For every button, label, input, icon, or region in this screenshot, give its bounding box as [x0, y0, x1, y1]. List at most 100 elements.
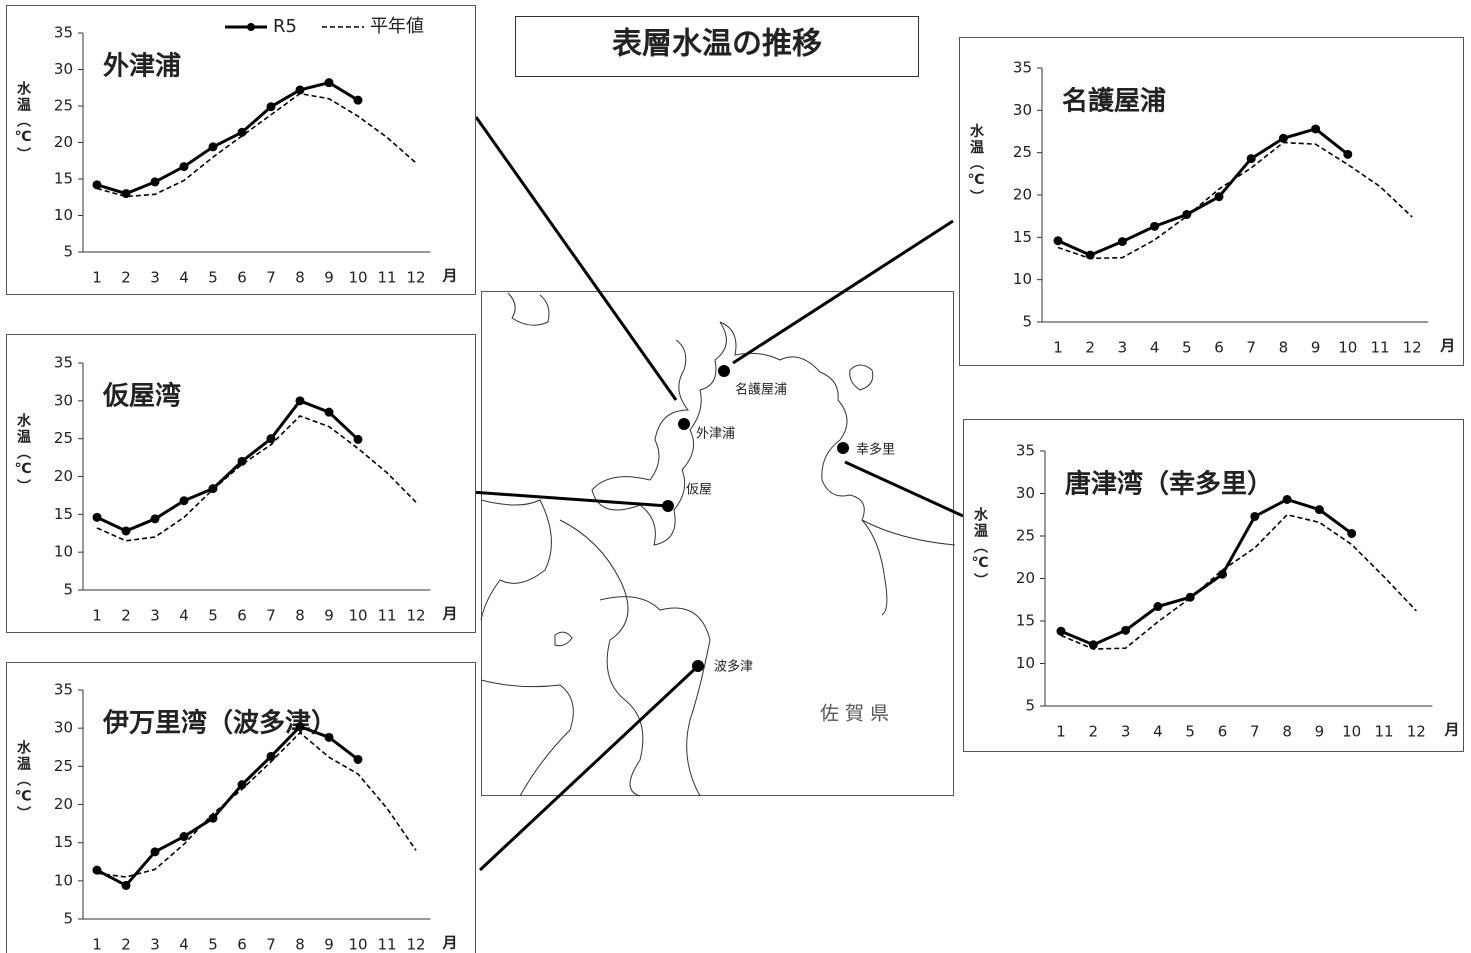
point: [1056, 626, 1066, 636]
x-tick-label: 6: [237, 607, 247, 625]
line-normal: [1060, 513, 1417, 650]
y-axis-label: 水温（℃）: [14, 80, 32, 163]
y-tick-label: 5: [63, 910, 73, 928]
x-tick-label: 10: [348, 607, 367, 625]
point: [1121, 625, 1131, 635]
point: [237, 127, 247, 137]
point: [121, 880, 131, 890]
x-tick-label: 9: [1315, 723, 1325, 741]
y-tick-label: 25: [54, 97, 73, 115]
panel-frame: [6, 5, 476, 295]
point: [1246, 154, 1256, 164]
point: [150, 847, 160, 857]
y-tick-label: 30: [1013, 101, 1032, 119]
point: [1278, 133, 1288, 143]
chart-title: 唐津湾（幸多里）: [1065, 469, 1273, 500]
x-tick-label: 1: [92, 607, 102, 625]
y-tick-label: 10: [1016, 654, 1035, 672]
point: [237, 780, 247, 790]
chart-title: 名護屋浦: [1062, 86, 1166, 117]
point: [266, 751, 276, 761]
y-tick-label: 35: [1013, 59, 1032, 77]
point: [1153, 602, 1163, 612]
line-normal: [96, 415, 417, 542]
x-tick-label: 4: [179, 936, 189, 953]
site-dot: [678, 418, 690, 430]
point: [150, 177, 160, 187]
x-tick-label: 6: [237, 269, 247, 287]
map: 名護屋浦 外津浦 仮屋 幸多里 波多津 佐 賀 県: [470, 116, 964, 872]
y-tick-label: 10: [54, 206, 73, 224]
x-tick-label: 4: [179, 607, 189, 625]
point: [92, 512, 102, 522]
x-tick-label: 8: [1282, 723, 1292, 741]
title-box: [515, 16, 919, 77]
y-tick-label: 15: [1013, 228, 1032, 246]
x-tick-label: 3: [1118, 339, 1128, 357]
point: [92, 180, 102, 190]
x-tick-label: 4: [1153, 723, 1163, 741]
place-label: 幸多里: [856, 442, 895, 458]
line-r5: [1060, 497, 1353, 647]
x-tick-label: 8: [295, 936, 305, 953]
coastline: [480, 292, 956, 797]
y-tick-label: 20: [1013, 186, 1032, 204]
y-tick-label: 5: [63, 243, 73, 261]
connector: [732, 219, 954, 365]
x-tick-label: 1: [1053, 339, 1063, 357]
y-tick-label: 15: [1016, 612, 1035, 630]
x-tick-label: 10: [1338, 339, 1357, 357]
connector: [470, 490, 669, 508]
point: [353, 754, 363, 764]
point: [179, 496, 189, 506]
point: [92, 865, 102, 875]
y-tick-label: 30: [54, 60, 73, 78]
point: [208, 813, 218, 823]
x-tick-label: 12: [1407, 723, 1426, 741]
prefecture-label: 佐 賀 県: [820, 703, 889, 725]
point: [1085, 250, 1095, 260]
y-tick-label: 30: [1016, 484, 1035, 502]
line-normal: [96, 731, 417, 878]
x-tick-label: 3: [150, 607, 160, 625]
point: [121, 526, 131, 536]
site-dot: [692, 660, 704, 672]
x-tick-label: 1: [1056, 723, 1066, 741]
point: [295, 722, 305, 732]
point: [324, 732, 334, 742]
x-axis-label: 月: [442, 934, 458, 952]
x-tick-label: 8: [295, 607, 305, 625]
x-tick-label: 7: [266, 607, 276, 625]
connector-lines: [470, 116, 964, 872]
connector: [478, 664, 700, 872]
x-tick-label: 5: [1182, 339, 1192, 357]
site-dot: [662, 500, 674, 512]
y-tick-label: 25: [1016, 527, 1035, 545]
map-frame: [481, 291, 954, 796]
x-tick-label: 3: [150, 936, 160, 953]
point: [1218, 569, 1227, 579]
x-tick-label: 1: [92, 936, 102, 953]
x-tick-label: 9: [324, 269, 334, 287]
point: [353, 434, 363, 444]
x-tick-label: 11: [377, 936, 396, 953]
x-tick-label: 12: [1403, 339, 1422, 357]
point: [150, 514, 160, 524]
y-axis-label: 水温（℃）: [14, 740, 32, 823]
y-tick-label: 20: [54, 795, 73, 813]
point: [1343, 149, 1353, 159]
line-normal: [1057, 141, 1413, 260]
x-axis-label: 月: [442, 267, 458, 285]
point: [208, 142, 218, 152]
point: [1347, 528, 1357, 538]
connector: [844, 460, 964, 518]
x-tick-label: 10: [1342, 723, 1361, 741]
x-tick-label: 9: [324, 936, 334, 953]
x-tick-label: 6: [1214, 339, 1224, 357]
x-tick-label: 2: [1085, 339, 1095, 357]
